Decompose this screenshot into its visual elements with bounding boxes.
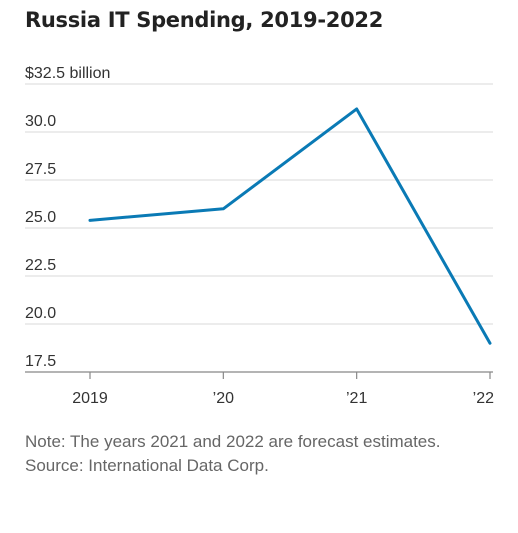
chart-title: Russia IT Spending, 2019-2022 [25, 8, 384, 32]
gridlines [25, 83, 493, 373]
x-tick-label: ’21 [346, 390, 367, 407]
y-tick-label: 22.5 [25, 257, 56, 274]
y-tick-label: 27.5 [25, 161, 56, 178]
x-axis-ticks: 2019 ’20 ’21 ’22 [72, 372, 494, 407]
series-line [88, 107, 492, 345]
series-layer [88, 107, 492, 345]
y-tick-label: 17.5 [25, 353, 56, 370]
chart-notes: Note: The years 2021 and 2022 are foreca… [25, 430, 495, 478]
data-point [488, 342, 492, 345]
line-chart: $32.5 billion 30.0 27.5 25.0 22.5 20.0 17.5 20… [25, 65, 494, 407]
y-tick-label: 20.0 [25, 305, 56, 322]
x-tick-label: ’20 [213, 390, 234, 407]
y-tick-label: 25.0 [25, 209, 56, 226]
source-text: Source: International Data Corp. [25, 456, 269, 475]
y-tick-label: 30.0 [25, 113, 56, 130]
x-tick-label: 2019 [72, 390, 108, 407]
data-point [355, 107, 358, 111]
data-point [88, 219, 92, 222]
x-tick-label: ’22 [473, 390, 494, 407]
y-axis-tick-labels: $32.5 billion 30.0 27.5 25.0 22.5 20.0 17.5 [25, 65, 110, 370]
data-point [222, 207, 225, 210]
note-text: Note: The years 2021 and 2022 are foreca… [25, 432, 441, 451]
y-tick-label: $32.5 billion [25, 65, 110, 82]
